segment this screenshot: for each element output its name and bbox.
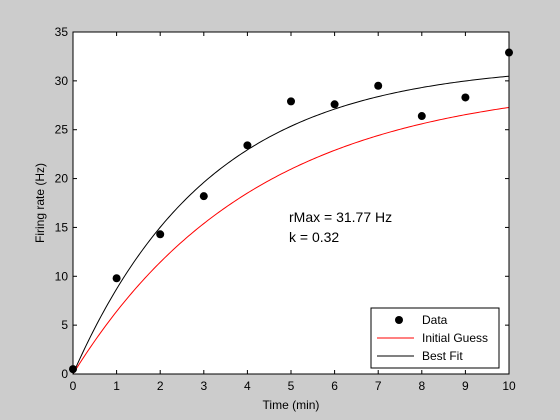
legend-label-data: Data xyxy=(422,313,448,327)
data-point xyxy=(417,112,426,121)
x-tick-label: 4 xyxy=(244,379,251,393)
data-point xyxy=(112,274,121,283)
curve-initial-guess xyxy=(72,106,510,375)
x-tick-label: 1 xyxy=(113,379,120,393)
y-tick-label: 0 xyxy=(61,367,68,381)
legend: Data Initial Guess Best Fit xyxy=(370,307,500,369)
legend-label-initial-guess: Initial Guess xyxy=(422,331,488,345)
x-axis-title: Time (min) xyxy=(263,398,320,412)
y-tick-label: 10 xyxy=(55,269,69,283)
fit-curves xyxy=(72,75,510,375)
y-axis-title: Firing rate (Hz) xyxy=(33,163,47,243)
x-tick-label: 10 xyxy=(502,379,516,393)
x-tick-label: 8 xyxy=(418,379,425,393)
y-tick-label: 5 xyxy=(61,318,68,332)
x-tick-label: 0 xyxy=(70,379,77,393)
data-point xyxy=(287,97,295,106)
data-point xyxy=(374,81,383,90)
x-tick-label: 5 xyxy=(288,379,295,393)
y-tick-label: 20 xyxy=(55,172,69,186)
annotation-k: k = 0.32 xyxy=(289,229,339,245)
x-tick-labels: 0 1 2 3 4 5 6 7 8 9 10 xyxy=(70,379,516,393)
x-tick-label: 6 xyxy=(331,379,338,393)
legend-marker-data xyxy=(395,316,403,324)
data-point xyxy=(156,230,165,239)
axis-ticks xyxy=(72,31,510,375)
curve-best-fit xyxy=(72,75,510,375)
y-tick-labels: 0 5 10 15 20 25 30 35 xyxy=(55,25,69,381)
data-point xyxy=(461,93,470,102)
y-tick-label: 30 xyxy=(55,74,69,88)
y-tick-label: 25 xyxy=(55,123,69,137)
legend-label-best-fit: Best Fit xyxy=(422,349,463,363)
x-tick-label: 3 xyxy=(200,379,207,393)
data-point xyxy=(330,100,339,109)
x-tick-label: 7 xyxy=(375,379,382,393)
y-tick-label: 35 xyxy=(55,25,69,39)
x-tick-label: 9 xyxy=(462,379,469,393)
y-tick-label: 15 xyxy=(55,220,69,234)
data-point xyxy=(199,192,208,201)
data-points xyxy=(69,48,513,374)
x-tick-label: 2 xyxy=(157,379,164,393)
data-point xyxy=(243,141,252,150)
annotation-rmax: rMax = 31.77 Hz xyxy=(289,209,392,225)
